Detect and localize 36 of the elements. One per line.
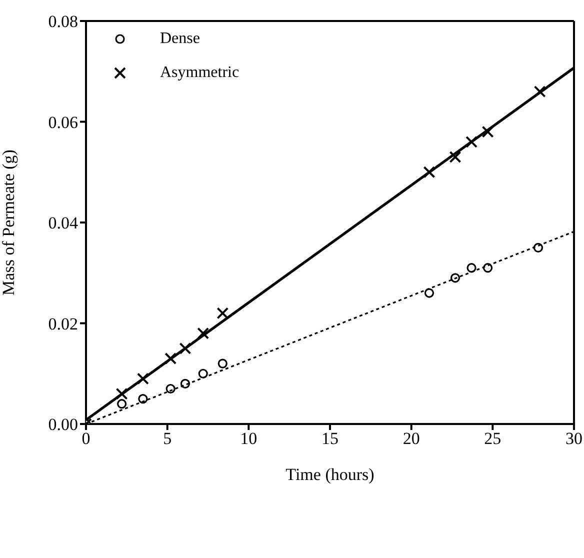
point (179, 342, 192, 354)
point (164, 352, 177, 365)
point (218, 358, 228, 368)
x-tick-label: 15 (322, 429, 338, 448)
point (466, 136, 478, 148)
y-tick-label: 0.08 (48, 12, 78, 32)
x-tick-label: 20 (402, 429, 420, 448)
point (466, 263, 476, 273)
point (116, 399, 127, 409)
y-tick-label: 0.02 (48, 314, 78, 334)
point (449, 151, 462, 164)
y-tick-label: 0.00 (48, 415, 78, 434)
point (424, 288, 434, 298)
x-axis-title: Time (hours) (286, 465, 374, 484)
point (166, 384, 176, 394)
point (482, 263, 493, 273)
point (136, 372, 149, 385)
point (116, 388, 128, 400)
point (482, 126, 494, 138)
x-tick-label: 10 (240, 429, 258, 448)
point (216, 307, 229, 320)
point (423, 166, 436, 178)
y-tick-label: 0.06 (48, 112, 78, 132)
y-tick-label: 0.04 (48, 214, 78, 233)
x-tick-label: 5 (163, 429, 172, 448)
x-tick-label: 25 (484, 429, 502, 448)
point (534, 86, 546, 98)
point (450, 273, 460, 283)
legend-label: Asymmetric (160, 64, 240, 82)
point (198, 368, 208, 378)
x-tick-label: 0 (82, 429, 90, 448)
point (197, 327, 210, 340)
y-axis-title: Mass of Permeate (g) (0, 150, 18, 296)
point (138, 394, 148, 404)
legend-label: Dense (160, 30, 200, 48)
x-tick-label: 30 (566, 429, 582, 448)
